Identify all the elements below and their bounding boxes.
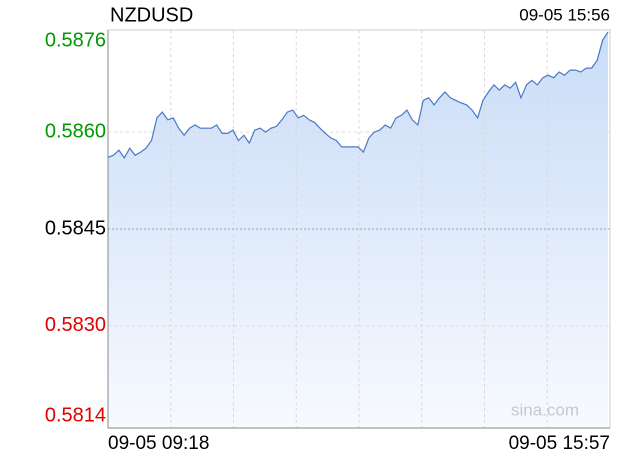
y-tick-label: 0.5876 xyxy=(45,29,106,51)
y-tick-label: 0.5830 xyxy=(45,314,106,336)
y-tick-label: 0.5860 xyxy=(45,120,106,142)
price-line xyxy=(107,31,609,160)
timestamp: 09-05 15:56 xyxy=(519,5,610,24)
chart-title: NZDUSD xyxy=(110,4,193,26)
watermark: sina.com xyxy=(511,400,579,419)
y-tick-label: 0.5845 xyxy=(45,217,106,239)
y-tick-label: 0.5814 xyxy=(45,404,106,426)
area xyxy=(108,31,608,429)
x-end-label: 09-05 15:57 xyxy=(509,433,610,454)
x-start-label: 09-05 09:18 xyxy=(108,433,209,454)
